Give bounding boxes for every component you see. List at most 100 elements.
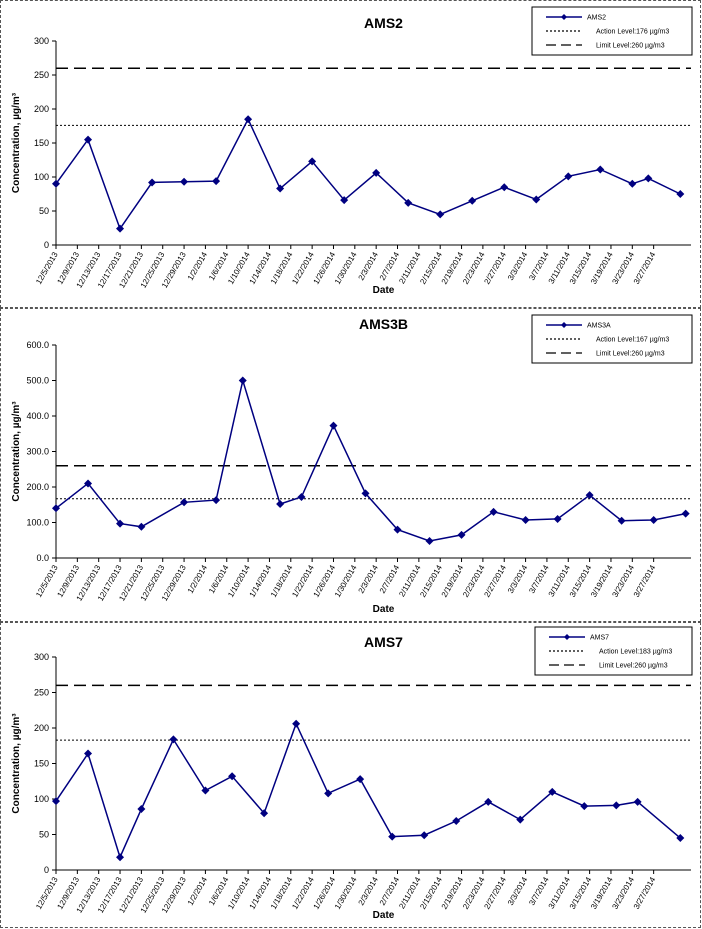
x-tick-label: 3/3/2014 — [506, 875, 530, 907]
data-point — [201, 786, 210, 795]
chart-panel-ams3b: AMS3B 0.0 100.0 200.0 300.0 400.0 500.0 600.0 12… — [0, 308, 701, 622]
data-point — [676, 834, 685, 843]
data-point — [148, 178, 157, 187]
x-axis-label: Date — [373, 604, 395, 615]
x-tick-label: 3/7/2014 — [527, 875, 551, 907]
x-tick-label: 1/2/2014 — [186, 563, 210, 595]
data-point — [356, 775, 365, 784]
y-tick-label: 0 — [44, 865, 49, 875]
data-point — [340, 196, 349, 205]
x-axis-label: Date — [373, 285, 395, 296]
y-axis-label: Concentration, µg/m³ — [11, 713, 22, 814]
legend-entry-label: AMS2 — [587, 15, 606, 22]
x-tick-label: 3/7/2014 — [527, 563, 551, 595]
data-point — [393, 525, 402, 534]
y-tick-label: 50 — [39, 830, 49, 840]
x-tick-label: 2/7/2014 — [378, 250, 402, 282]
data-point — [521, 516, 530, 525]
x-tick-label: 2/3/2014 — [357, 563, 381, 595]
data-point — [276, 184, 285, 193]
data-point — [244, 115, 253, 124]
legend-swatch-marker — [561, 322, 567, 328]
x-tick-label: 1/2/2014 — [186, 250, 210, 282]
data-point — [612, 801, 621, 810]
y-axis-label: Concentration, µg/m³ — [11, 92, 22, 193]
data-point — [516, 815, 525, 824]
y-tick-label: 50 — [39, 206, 49, 216]
data-point — [212, 496, 221, 505]
legend-entry-label: Action Level:167 µg/m3 — [596, 337, 669, 344]
data-point — [484, 797, 493, 806]
y-tick-label: 100 — [34, 794, 49, 804]
data-point — [372, 168, 381, 177]
data-point — [644, 174, 653, 183]
data-point — [137, 804, 146, 813]
x-tick-label: 2/7/2014 — [378, 563, 402, 595]
data-point — [564, 172, 573, 181]
y-axis-label: Concentration, µg/m³ — [11, 401, 22, 502]
data-point — [52, 797, 60, 806]
x-tick-label: 3/3/2014 — [506, 250, 530, 282]
y-tick-label: 250 — [34, 70, 49, 80]
data-point — [468, 196, 477, 205]
y-tick-label: 0 — [44, 240, 49, 250]
data-point — [84, 749, 93, 758]
x-tick-label: 2/3/2014 — [357, 875, 381, 907]
data-point — [425, 536, 434, 545]
data-point — [329, 421, 338, 430]
data-point — [228, 772, 237, 781]
data-point — [649, 516, 658, 525]
legend-swatch-marker — [561, 14, 567, 20]
data-point — [681, 509, 690, 518]
data-point — [292, 719, 301, 728]
data-point — [116, 519, 125, 528]
x-tick-label: 1/6/2014 — [207, 563, 231, 595]
y-tick-label: 500.0 — [26, 376, 49, 386]
data-point — [180, 177, 189, 186]
y-tick-label: 300.0 — [26, 447, 49, 457]
data-point — [116, 853, 125, 862]
data-point — [404, 198, 413, 207]
data-point — [308, 157, 317, 166]
chart-ams7: AMS705010015020025030012/5/201312/9/2013… — [11, 626, 693, 921]
legend-entry-label: Action Level:176 µg/m3 — [596, 29, 669, 36]
x-axis-label: Date — [373, 910, 395, 921]
data-point — [388, 832, 397, 841]
data-point — [420, 831, 429, 840]
data-point — [489, 507, 498, 516]
y-tick-label: 100 — [34, 172, 49, 182]
legend-entry-label: Limit Level:260 µg/m3 — [599, 663, 668, 670]
x-tick-label: 1/2/2014 — [186, 875, 210, 907]
data-point — [457, 530, 466, 539]
data-point — [52, 179, 60, 188]
data-point — [585, 491, 594, 500]
data-point — [276, 500, 285, 509]
x-tick-label: 2/3/2014 — [357, 250, 381, 282]
y-tick-label: 0.0 — [36, 553, 49, 563]
legend-entry-label: Limit Level:260 µg/m3 — [596, 351, 665, 358]
data-point — [500, 183, 509, 192]
data-point — [596, 165, 605, 174]
legend-entry-label: Limit Level:260 µg/m3 — [596, 43, 665, 50]
chart-ams3b: AMS3B0.0100.0200.0300.0400.0500.0600.012… — [11, 314, 693, 615]
chart-title: AMS3B — [359, 316, 408, 332]
data-point — [52, 504, 60, 513]
y-tick-label: 300 — [34, 652, 49, 662]
legend-box — [534, 626, 693, 676]
chart-title: AMS7 — [364, 634, 403, 650]
data-point — [532, 195, 541, 204]
data-point — [84, 135, 93, 144]
chart-title: AMS2 — [364, 15, 403, 31]
chart-ams2: AMS205010015020025030012/5/201312/9/2013… — [11, 6, 693, 296]
data-point — [452, 817, 461, 826]
data-point — [553, 514, 562, 523]
y-tick-label: 200 — [34, 104, 49, 114]
data-point — [628, 179, 637, 188]
legend-entry-label: Action Level:183 µg/m3 — [599, 649, 672, 656]
y-tick-label: 200.0 — [26, 482, 49, 492]
x-tick-label: 1/6/2014 — [207, 250, 231, 282]
series-line — [55, 117, 681, 231]
y-tick-label: 600.0 — [26, 340, 49, 350]
legend-entry-label: AMS3A — [587, 323, 611, 330]
y-tick-label: 150 — [34, 138, 49, 148]
